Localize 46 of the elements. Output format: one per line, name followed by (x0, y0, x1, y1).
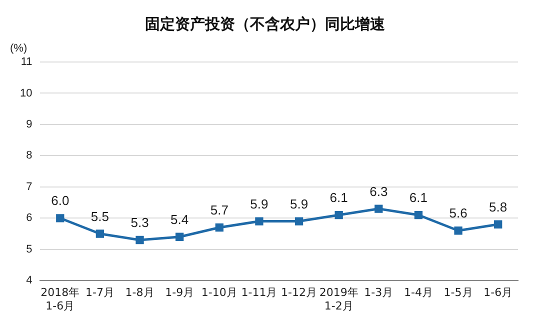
point (255, 217, 264, 226)
data-label: 5.9 (250, 196, 268, 212)
x-tick-label: 1-3月 (364, 286, 394, 300)
point (454, 226, 462, 235)
data-label: 5.8 (489, 199, 508, 214)
data-label: 5.6 (449, 206, 468, 221)
x-tick-label: 1-5月 (444, 286, 473, 300)
data-label: 5.4 (170, 212, 189, 227)
data-label: 6.1 (409, 190, 428, 206)
x-tick-label: 1-9月 (165, 286, 194, 300)
point (294, 217, 304, 226)
point (374, 204, 383, 213)
point (96, 230, 104, 238)
point (215, 223, 224, 232)
data-label: 6.0 (51, 193, 70, 208)
data-label: 5.9 (290, 196, 308, 212)
chart-title: 固定资产投资（不含农户）同比增速 (145, 14, 386, 33)
x-tick-label: 2019年 1-2月 (319, 286, 358, 312)
x-tick-label: 1-7月 (85, 286, 114, 300)
y-tick-label: 6 (26, 212, 32, 224)
x-tick-label: 1-12月 (281, 286, 318, 300)
y-axis-title: (%) (10, 42, 28, 55)
point (136, 236, 144, 244)
data-label: 6.3 (370, 184, 388, 199)
point (56, 214, 64, 222)
y-tick-label: 5 (26, 243, 32, 256)
y-tick-label: 11 (20, 56, 32, 68)
x-tick-label: 1-11月 (241, 286, 278, 300)
y-tick-label: 7 (26, 180, 32, 193)
y-tick-label: 9 (26, 118, 32, 130)
point (334, 210, 343, 220)
x-tick-label: 1-4月 (404, 286, 433, 300)
point (414, 210, 423, 220)
point (176, 232, 184, 241)
x-tick-label: 1-8月 (125, 286, 154, 300)
data-label: 5.3 (130, 215, 149, 230)
data-label: 5.5 (90, 208, 109, 224)
point (494, 220, 502, 228)
y-tick-label: 4 (26, 274, 32, 287)
data-label: 6.1 (330, 190, 348, 206)
y-tick-label: 8 (26, 150, 32, 162)
data-label: 5.7 (210, 202, 228, 218)
y-tick-label: 10 (20, 87, 32, 100)
x-tick-label: 1-6月 (484, 286, 513, 300)
x-tick-label: 1-10月 (201, 286, 238, 300)
x-tick-label: 2018年 1-6月 (40, 286, 80, 312)
